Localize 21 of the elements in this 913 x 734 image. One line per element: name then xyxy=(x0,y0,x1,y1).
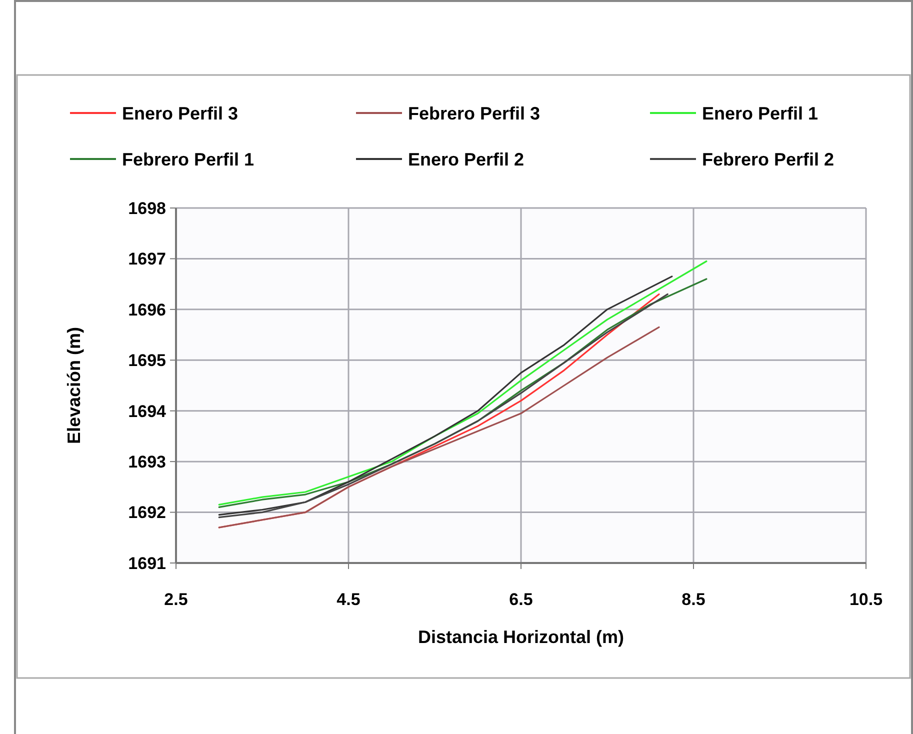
y-tick-label: 1692 xyxy=(128,503,166,522)
y-tick-label: 1697 xyxy=(128,250,166,269)
legend-label: Febrero Perfil 3 xyxy=(408,103,540,124)
x-tick-label: 8.5 xyxy=(682,590,706,609)
x-tick-label: 2.5 xyxy=(164,590,188,609)
y-tick-label: 1694 xyxy=(128,402,167,421)
legend-label: Enero Perfil 2 xyxy=(408,149,524,170)
x-axis-title: Distancia Horizontal (m) xyxy=(418,627,624,647)
legend-label: Enero Perfil 3 xyxy=(122,103,238,124)
y-tick-label: 1695 xyxy=(128,351,166,370)
x-tick-label: 4.5 xyxy=(336,590,360,609)
legend-label: Febrero Perfil 2 xyxy=(702,149,834,170)
y-tick-label: 1698 xyxy=(128,198,166,218)
x-tick-label: 6.5 xyxy=(509,590,533,609)
y-tick-label: 1693 xyxy=(128,452,166,472)
y-tick-label: 1691 xyxy=(128,554,166,573)
legend-label: Enero Perfil 1 xyxy=(702,103,818,124)
y-axis-title: Elevación (m) xyxy=(64,326,84,444)
x-tick-label: 10.5 xyxy=(849,590,883,609)
legend-label: Febrero Perfil 1 xyxy=(122,149,254,170)
y-tick-label: 1696 xyxy=(128,300,166,320)
